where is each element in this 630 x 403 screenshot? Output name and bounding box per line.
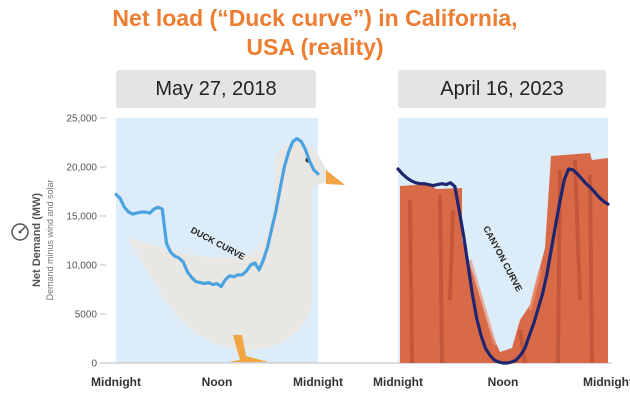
x-tick-label: Midnight (293, 375, 343, 389)
x-tick-label: Midnight (583, 375, 630, 389)
date-label-2018: May 27, 2018 (116, 70, 316, 108)
y-tick-label: 0 (91, 359, 97, 370)
title-line-2: USA (reality) (246, 34, 384, 60)
canyon-curve-line (396, 167, 610, 365)
gauge-icon (11, 223, 29, 241)
x-tick-label: Noon (202, 375, 233, 389)
y-axis-sublabel: Demand minus wind and solar (45, 179, 55, 300)
x-tick-label: Midnight (373, 375, 423, 389)
x-tick-label: Noon (488, 375, 519, 389)
page-title: Net load (“Duck curve”) in California, U… (0, 4, 630, 62)
y-tick-label: 15,000 (66, 212, 97, 223)
y-tick-label: 5000 (75, 310, 98, 321)
y-axis-label: Net Demand (MW) (31, 193, 43, 287)
date-label-2023: April 16, 2023 (398, 70, 606, 108)
canyon-illustration (400, 153, 608, 364)
title-line-1: Net load (“Duck curve”) in California, (112, 5, 518, 31)
x-tick-label: Midnight (91, 375, 141, 389)
y-tick-label: 25,000 (66, 114, 97, 125)
duck-curve-line (114, 137, 320, 289)
y-tick-label: 20,000 (66, 163, 97, 174)
y-tick-label: 10,000 (66, 261, 97, 272)
